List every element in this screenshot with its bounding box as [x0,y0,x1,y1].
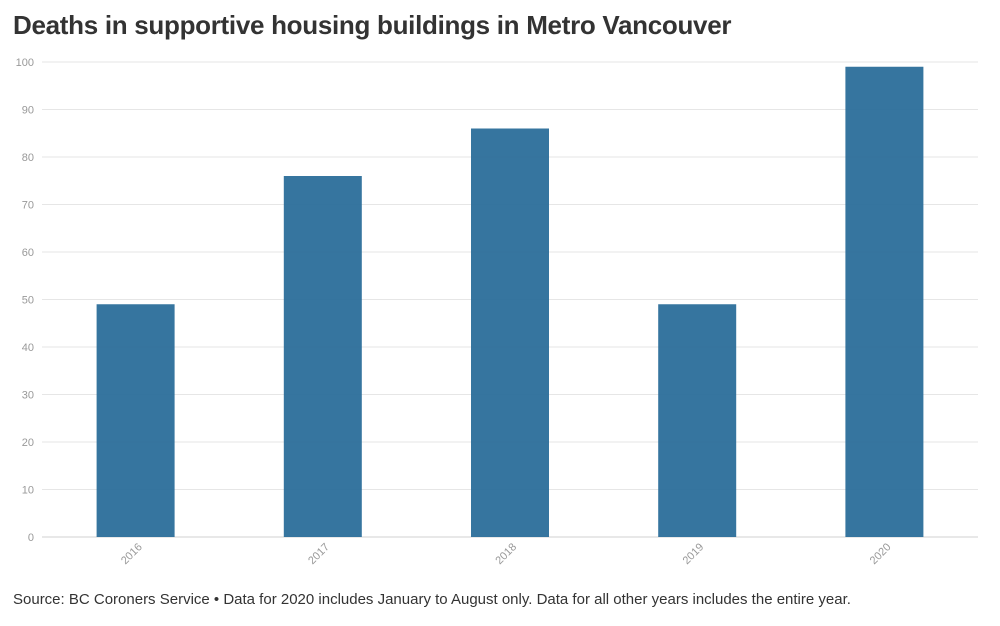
source-note: Source: BC Coroners Service • Data for 2… [13,591,851,608]
bar-2020 [845,66,924,537]
chart-title: Deaths in supportive housing buildings i… [13,10,732,40]
y-tick-label: 60 [22,247,34,259]
x-axis-ticks: 2016 2017 2018 2019 2020 [119,541,894,567]
y-tick-label: 80 [22,152,34,164]
bar-2019 [658,304,737,537]
y-tick-label: 30 [22,390,34,402]
bar-2016 [96,304,175,537]
y-tick-label: 50 [22,295,34,307]
y-axis-ticks: 0 10 20 30 40 50 60 70 80 90 100 [16,57,34,544]
x-tick-label: 2018 [493,541,519,567]
x-tick-label: 2019 [681,541,707,567]
x-tick-label: 2016 [119,541,145,567]
x-tick-label: 2020 [868,541,894,567]
y-tick-label: 100 [16,57,34,69]
y-tick-label: 10 [22,485,34,497]
bar-2018 [471,128,549,537]
y-tick-label: 0 [28,532,34,544]
y-tick-label: 20 [22,437,34,449]
x-tick-label: 2017 [306,541,332,567]
y-tick-label: 70 [22,200,34,212]
bar-2017 [283,176,362,537]
y-tick-label: 40 [22,342,34,354]
y-tick-label: 90 [22,105,34,117]
bars [96,66,924,537]
